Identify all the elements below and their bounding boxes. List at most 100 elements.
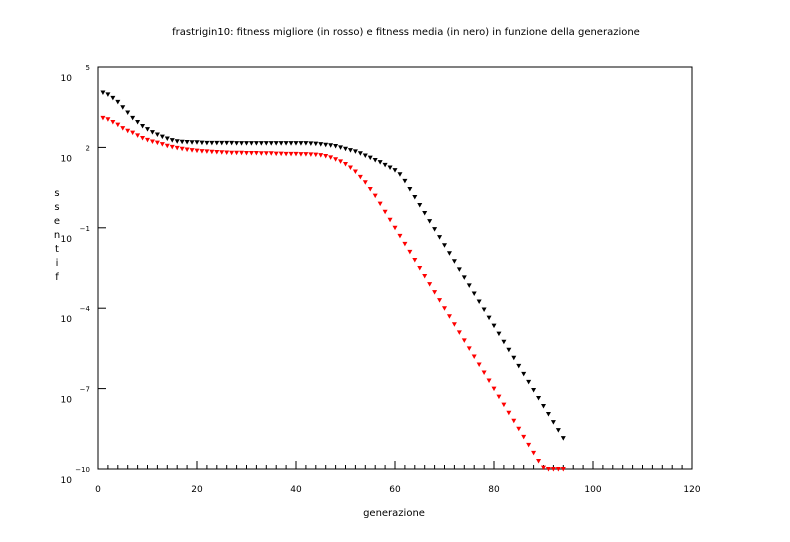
data-point xyxy=(115,99,121,105)
data-point xyxy=(184,147,190,153)
data-point xyxy=(179,146,185,152)
data-point xyxy=(224,150,230,155)
data-point xyxy=(318,142,324,147)
data-point xyxy=(263,151,269,156)
data-point xyxy=(308,152,314,157)
data-point xyxy=(338,159,344,164)
y-label-letter: i xyxy=(56,258,59,269)
data-point xyxy=(110,95,116,101)
data-point xyxy=(120,105,126,110)
data-point xyxy=(461,275,467,280)
data-point xyxy=(412,194,418,200)
data-point xyxy=(288,151,294,157)
data-point xyxy=(313,152,319,158)
data-point xyxy=(174,139,180,144)
data-point xyxy=(239,141,245,146)
data-point xyxy=(273,151,279,157)
y-tick-exponent: −1 xyxy=(80,225,90,233)
data-point xyxy=(283,141,289,146)
x-tick-label: 0 xyxy=(95,485,101,495)
data-point xyxy=(367,155,373,161)
data-point xyxy=(560,436,566,441)
data-point xyxy=(471,354,477,359)
data-point xyxy=(476,362,482,367)
data-point xyxy=(105,117,111,122)
data-point xyxy=(367,186,373,192)
data-point xyxy=(194,148,200,154)
data-point xyxy=(149,139,155,145)
data-point xyxy=(347,148,353,153)
data-point xyxy=(377,160,383,165)
data-point xyxy=(214,149,220,155)
data-point xyxy=(125,128,131,134)
data-point xyxy=(229,150,235,156)
data-point xyxy=(466,283,472,288)
data-point xyxy=(244,151,249,156)
data-point xyxy=(511,418,517,424)
data-point xyxy=(229,140,235,146)
data-point xyxy=(541,465,546,471)
series-media xyxy=(100,90,566,441)
data-point xyxy=(234,141,240,146)
data-point xyxy=(268,141,274,146)
y-tick-exponent: 5 xyxy=(86,64,90,72)
data-point xyxy=(120,126,126,131)
data-point xyxy=(526,442,532,448)
data-point xyxy=(501,339,507,345)
data-point xyxy=(550,467,556,472)
data-point xyxy=(536,458,542,464)
data-point xyxy=(149,130,155,135)
data-point xyxy=(555,467,561,472)
data-point xyxy=(506,347,512,353)
y-tick-exponent: −4 xyxy=(80,305,91,313)
y-label-letter: s xyxy=(54,202,59,213)
data-point xyxy=(115,122,121,128)
data-point xyxy=(204,149,210,154)
data-point xyxy=(545,467,551,472)
data-point xyxy=(343,162,348,167)
data-point xyxy=(209,149,215,155)
data-point xyxy=(204,140,210,146)
data-point xyxy=(372,157,378,163)
data-point xyxy=(100,90,106,95)
data-point xyxy=(328,143,334,148)
data-point xyxy=(105,92,111,97)
data-point xyxy=(437,298,443,303)
data-point xyxy=(481,307,487,313)
plot-frame xyxy=(97,66,693,470)
data-point xyxy=(189,148,195,153)
data-point xyxy=(417,203,423,208)
data-point xyxy=(560,467,566,472)
data-point xyxy=(278,151,284,157)
y-tick-exponent: 2 xyxy=(86,144,90,152)
data-point xyxy=(437,235,443,240)
data-point xyxy=(174,145,180,151)
data-point xyxy=(491,386,497,392)
data-point xyxy=(209,140,215,146)
data-point xyxy=(154,140,160,146)
data-point xyxy=(140,136,146,141)
data-point xyxy=(382,209,388,215)
data-point xyxy=(308,141,314,146)
data-point xyxy=(258,151,264,156)
data-point xyxy=(496,394,502,400)
data-point xyxy=(357,151,363,156)
y-tick-exponent: −7 xyxy=(80,386,90,394)
x-tick-label: 40 xyxy=(290,485,302,495)
data-point xyxy=(293,141,299,146)
data-point xyxy=(481,370,487,376)
data-point xyxy=(135,119,141,125)
data-point xyxy=(343,146,348,152)
data-point xyxy=(397,172,403,177)
data-point xyxy=(501,402,507,408)
data-point xyxy=(194,140,200,145)
data-point xyxy=(347,165,353,170)
data-point xyxy=(268,151,274,156)
data-point xyxy=(486,315,492,321)
data-point xyxy=(253,141,259,146)
data-point xyxy=(486,378,492,384)
data-point xyxy=(516,426,522,432)
data-point xyxy=(199,140,205,146)
x-axis-label: generazione xyxy=(363,508,425,519)
